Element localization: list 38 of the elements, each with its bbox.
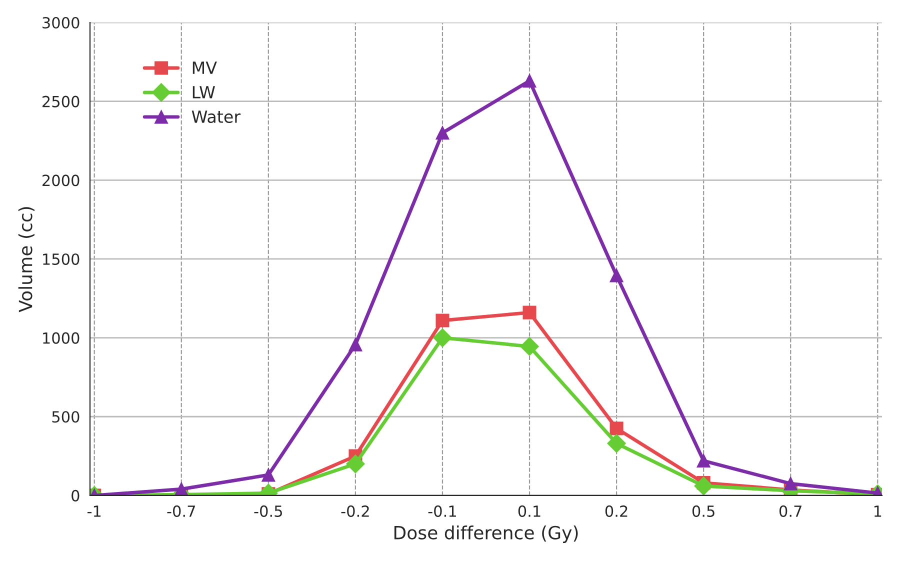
x-tick-label: -0.5 — [254, 505, 282, 517]
point — [522, 306, 536, 320]
point — [784, 476, 798, 490]
y-tick-label: 0 — [72, 490, 80, 502]
point — [607, 434, 626, 453]
point — [694, 476, 713, 496]
legend-label: MV — [192, 62, 217, 74]
point — [610, 268, 624, 282]
x-tick-label: 0.5 — [692, 505, 714, 517]
point — [522, 74, 536, 88]
x-tick-label: 0.2 — [605, 505, 628, 517]
x-tick-label: -0.1 — [428, 505, 456, 517]
point — [262, 468, 276, 482]
point — [610, 422, 624, 436]
y-axis-title: Volume (cc) — [18, 207, 34, 312]
y-tick-label: 3000 — [42, 16, 80, 29]
point — [348, 338, 362, 352]
y-tick-label: 500 — [52, 411, 80, 423]
y-tick-label: 1000 — [43, 332, 80, 344]
point — [436, 314, 450, 328]
x-axis-title: Dose difference (Gy) — [394, 526, 578, 543]
x-tick-label: 1 — [874, 506, 882, 517]
legend-label: LW — [192, 86, 215, 98]
y-tick-label: 1500 — [43, 253, 80, 265]
x-tick-label: -0.7 — [167, 505, 195, 517]
point — [174, 482, 188, 496]
point — [696, 454, 710, 468]
y-tick-label: 2000 — [42, 174, 80, 186]
point — [346, 454, 365, 474]
point — [520, 337, 539, 356]
point — [436, 126, 450, 140]
legend-label: Water — [192, 110, 241, 123]
x-tick-label: -0.2 — [341, 505, 369, 517]
x-tick-label: -1 — [87, 506, 101, 517]
point — [433, 328, 452, 348]
y-tick-label: 2500 — [42, 96, 80, 108]
x-tick-label: 0.1 — [518, 505, 540, 517]
x-tick-label: 0.7 — [779, 505, 802, 517]
